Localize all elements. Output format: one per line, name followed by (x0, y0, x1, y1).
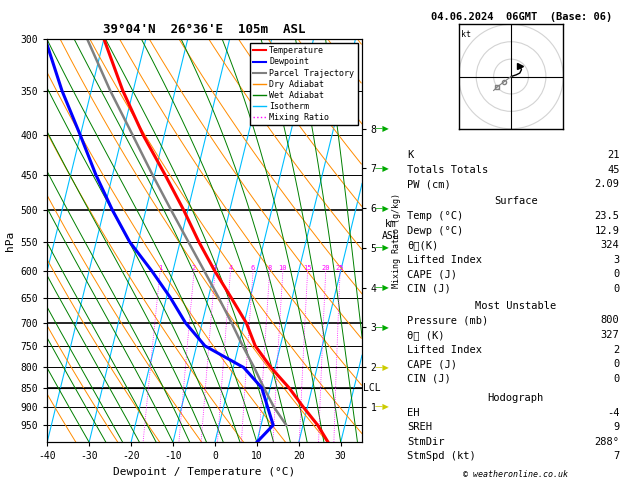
Text: 7: 7 (613, 451, 620, 462)
Text: 2.09: 2.09 (594, 179, 620, 190)
Text: 20: 20 (321, 265, 330, 271)
Text: 4: 4 (228, 265, 233, 271)
Text: 45: 45 (607, 165, 620, 175)
Text: Dewp (°C): Dewp (°C) (407, 226, 463, 236)
Text: 9: 9 (613, 422, 620, 433)
Text: Temp (°C): Temp (°C) (407, 211, 463, 221)
Text: 0: 0 (613, 374, 620, 384)
Text: Surface: Surface (494, 196, 538, 207)
Text: 23.5: 23.5 (594, 211, 620, 221)
Text: EH: EH (407, 408, 420, 418)
X-axis label: Dewpoint / Temperature (°C): Dewpoint / Temperature (°C) (113, 467, 296, 477)
Text: —▶: —▶ (374, 164, 389, 173)
Text: —▶: —▶ (374, 124, 389, 133)
Text: —▶: —▶ (374, 323, 389, 332)
Text: 8: 8 (267, 265, 272, 271)
Text: StmDir: StmDir (407, 437, 445, 447)
Text: Totals Totals: Totals Totals (407, 165, 488, 175)
Text: 324: 324 (601, 240, 620, 250)
Text: 0: 0 (613, 284, 620, 294)
Text: 2: 2 (613, 345, 620, 355)
Text: —▶: —▶ (374, 204, 389, 213)
Text: CAPE (J): CAPE (J) (407, 359, 457, 369)
Text: K: K (407, 150, 413, 160)
Text: —▶: —▶ (374, 363, 389, 372)
Text: —▶: —▶ (374, 243, 389, 252)
Text: 3: 3 (213, 265, 217, 271)
Text: θᴄ(K): θᴄ(K) (407, 240, 438, 250)
Text: 10: 10 (279, 265, 287, 271)
Text: StmSpd (kt): StmSpd (kt) (407, 451, 476, 462)
Legend: Temperature, Dewpoint, Parcel Trajectory, Dry Adiabat, Wet Adiabat, Isotherm, Mi: Temperature, Dewpoint, Parcel Trajectory… (250, 43, 357, 125)
Text: SREH: SREH (407, 422, 432, 433)
Text: -4: -4 (607, 408, 620, 418)
Text: Lifted Index: Lifted Index (407, 345, 482, 355)
Text: 288°: 288° (594, 437, 620, 447)
Text: 800: 800 (601, 315, 620, 326)
Text: —▶: —▶ (374, 283, 389, 292)
Text: 1: 1 (158, 265, 162, 271)
Text: θᴄ (K): θᴄ (K) (407, 330, 445, 340)
Text: LCL: LCL (363, 383, 381, 393)
Text: 21: 21 (607, 150, 620, 160)
Text: 25: 25 (336, 265, 344, 271)
Title: 39°04'N  26°36'E  105m  ASL: 39°04'N 26°36'E 105m ASL (103, 23, 306, 36)
Text: Pressure (mb): Pressure (mb) (407, 315, 488, 326)
Text: 12.9: 12.9 (594, 226, 620, 236)
Text: Lifted Index: Lifted Index (407, 255, 482, 265)
Text: 0: 0 (613, 269, 620, 279)
Text: 15: 15 (303, 265, 312, 271)
Y-axis label: km
ASL: km ASL (382, 219, 399, 241)
Text: CAPE (J): CAPE (J) (407, 269, 457, 279)
Text: 0: 0 (613, 359, 620, 369)
Text: © weatheronline.co.uk: © weatheronline.co.uk (464, 469, 568, 479)
Text: —▶: —▶ (374, 402, 389, 412)
Text: 2: 2 (192, 265, 196, 271)
Text: Most Unstable: Most Unstable (475, 301, 557, 311)
Text: CIN (J): CIN (J) (407, 284, 451, 294)
Text: CIN (J): CIN (J) (407, 374, 451, 384)
Text: PW (cm): PW (cm) (407, 179, 451, 190)
Text: 327: 327 (601, 330, 620, 340)
Y-axis label: hPa: hPa (5, 230, 15, 251)
Text: 6: 6 (251, 265, 255, 271)
Text: 3: 3 (613, 255, 620, 265)
Text: kt: kt (460, 30, 470, 38)
Text: Mixing Ratio (g/kg): Mixing Ratio (g/kg) (392, 193, 401, 288)
Text: Hodograph: Hodograph (487, 393, 544, 403)
Text: 04.06.2024  06GMT  (Base: 06): 04.06.2024 06GMT (Base: 06) (431, 12, 613, 22)
